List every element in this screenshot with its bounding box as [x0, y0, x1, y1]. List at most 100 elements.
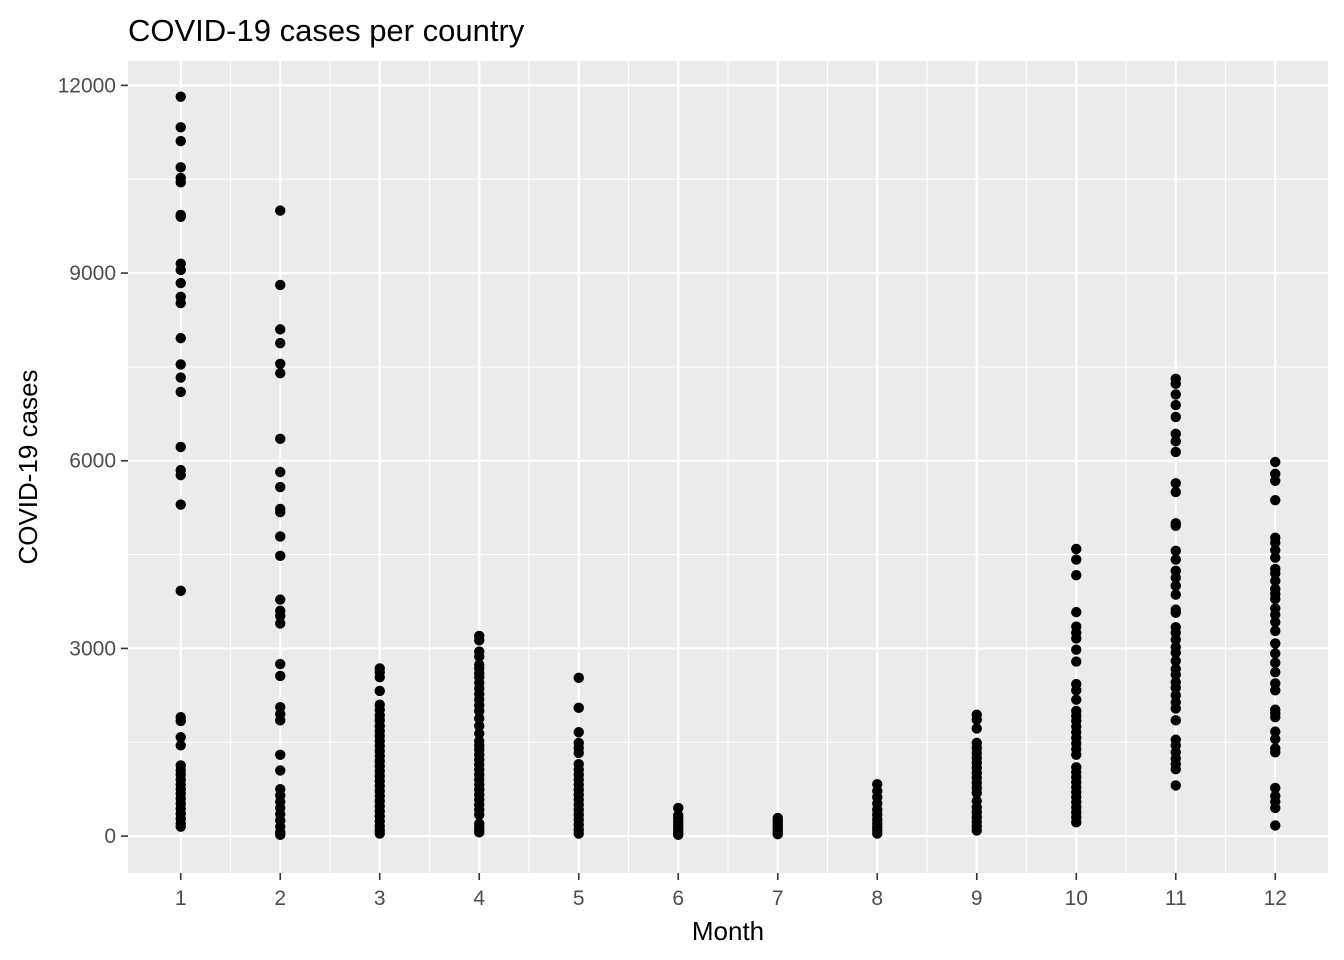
- y-tick-label: 6000: [69, 450, 116, 473]
- data-point: [1071, 694, 1082, 705]
- data-point: [1170, 545, 1181, 557]
- data-point: [1170, 389, 1181, 400]
- y-tick-label: 0: [104, 825, 116, 848]
- data-point: [175, 715, 186, 727]
- data-point: [1270, 712, 1281, 723]
- data-point: [175, 277, 186, 289]
- data-point: [1170, 669, 1181, 680]
- data-point: [275, 749, 286, 760]
- data-point: [275, 324, 286, 335]
- data-point: [175, 135, 186, 147]
- data-point: [275, 205, 286, 216]
- data-point: [1270, 593, 1281, 605]
- data-point: [1270, 666, 1281, 678]
- data-point: [175, 441, 186, 453]
- data-point: [573, 727, 584, 738]
- data-point: [1170, 703, 1181, 714]
- data-point: [275, 670, 286, 682]
- data-point: [275, 618, 286, 629]
- data-point: [474, 720, 485, 732]
- data-point: [1170, 607, 1181, 618]
- data-point: [1270, 733, 1281, 745]
- data-point: [1270, 552, 1281, 563]
- data-point: [1270, 625, 1281, 637]
- data-point: [1270, 537, 1281, 548]
- data-point: [573, 747, 584, 759]
- data-point: [673, 829, 684, 841]
- data-point: [1071, 656, 1082, 667]
- data-point: [474, 713, 485, 724]
- data-point: [374, 671, 385, 683]
- y-tick-label: 12000: [58, 74, 116, 97]
- data-point: [175, 732, 186, 743]
- data-point: [275, 466, 286, 478]
- data-point: [1270, 545, 1281, 556]
- data-point: [1170, 554, 1181, 565]
- data-point: [175, 297, 186, 309]
- data-point: [673, 802, 684, 814]
- data-point: [175, 122, 186, 133]
- data-point: [275, 765, 286, 776]
- data-point: [175, 372, 186, 383]
- x-tick-label: 7: [772, 887, 784, 910]
- data-point: [175, 211, 186, 222]
- data-point: [971, 714, 982, 725]
- data-point: [1071, 554, 1082, 565]
- data-point: [1170, 715, 1181, 726]
- data-point: [175, 332, 186, 344]
- x-tick-label: 12: [1264, 887, 1287, 910]
- data-point: [175, 177, 186, 188]
- data-point: [474, 809, 485, 821]
- data-point: [1071, 644, 1082, 655]
- data-point: [971, 825, 982, 836]
- data-point: [175, 821, 186, 832]
- data-point: [1270, 726, 1281, 737]
- data-point: [275, 550, 286, 562]
- data-point: [1170, 682, 1181, 694]
- data-point: [1170, 399, 1181, 411]
- data-point: [175, 386, 186, 398]
- data-point: [175, 162, 186, 173]
- x-axis-title: Month: [692, 916, 764, 946]
- data-point: [1170, 763, 1181, 775]
- data-point: [275, 358, 286, 369]
- data-point: [275, 279, 286, 291]
- y-tick-label: 3000: [69, 637, 116, 660]
- x-tick-label: 5: [573, 887, 585, 910]
- chart-title: COVID-19 cases per country: [128, 13, 525, 48]
- data-point: [1270, 494, 1281, 506]
- data-point: [275, 531, 286, 542]
- data-point: [175, 469, 186, 481]
- data-point: [275, 829, 286, 841]
- data-point: [175, 740, 186, 751]
- data-point: [1170, 589, 1181, 600]
- data-point: [374, 828, 385, 839]
- data-point: [275, 594, 286, 605]
- x-tick-label: 8: [871, 887, 883, 910]
- data-point: [1270, 685, 1281, 696]
- data-point: [1170, 486, 1181, 498]
- data-point: [275, 367, 286, 379]
- data-point: [1170, 572, 1181, 583]
- data-point: [474, 651, 485, 662]
- data-point: [1170, 436, 1181, 447]
- data-point: [175, 91, 186, 102]
- data-point: [275, 337, 286, 349]
- data-point: [474, 827, 485, 838]
- data-point: [573, 702, 584, 714]
- data-point: [1071, 817, 1082, 828]
- x-axis: 1 2 3 4 5 6 7 8 9 10 11 12: [175, 873, 1287, 910]
- data-point: [275, 610, 286, 622]
- data-point: [1170, 378, 1181, 389]
- data-point: [275, 433, 286, 445]
- data-point: [1270, 568, 1281, 579]
- data-point: [1170, 647, 1181, 658]
- data-point: [1071, 633, 1082, 644]
- data-point: [1270, 648, 1281, 659]
- data-point: [1270, 475, 1281, 486]
- data-point: [1170, 580, 1181, 592]
- data-point: [573, 828, 584, 839]
- data-point: [1071, 570, 1082, 581]
- data-point: [474, 728, 485, 739]
